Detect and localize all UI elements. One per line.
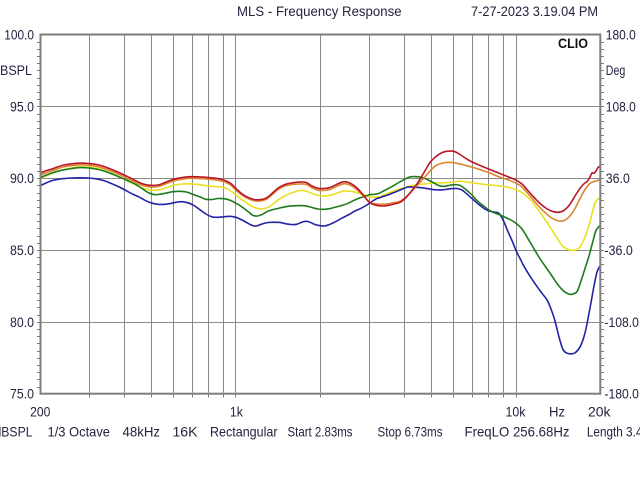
svg-text:MLS - Frequency Response: MLS - Frequency Response [237, 3, 402, 19]
svg-text:180.0: 180.0 [606, 27, 636, 43]
svg-text:CLIO: CLIO [558, 35, 588, 51]
svg-text:10k: 10k [506, 404, 527, 420]
svg-text:90.0: 90.0 [10, 170, 34, 186]
svg-text:100.0: 100.0 [4, 27, 34, 43]
svg-text:200: 200 [30, 404, 50, 420]
svg-text:95.0: 95.0 [10, 98, 34, 114]
svg-text:FreqLO 256.68Hz: FreqLO 256.68Hz [465, 424, 570, 440]
svg-text:80.0: 80.0 [10, 314, 34, 330]
svg-text:-108.0: -108.0 [604, 314, 639, 330]
svg-text:Length 3.41: Length 3.41 [587, 424, 640, 440]
svg-text:48kHz: 48kHz [123, 424, 161, 440]
svg-text:Stop 6.73ms: Stop 6.73ms [378, 424, 443, 440]
svg-text:36.0: 36.0 [606, 170, 630, 186]
svg-text:dBSPL: dBSPL [0, 62, 32, 78]
svg-text:20k: 20k [588, 404, 611, 420]
svg-text:Deg: Deg [606, 62, 626, 78]
svg-text:Rectangular: Rectangular [210, 424, 278, 440]
svg-text:-180.0: -180.0 [604, 386, 639, 402]
svg-text:108.0: 108.0 [606, 98, 636, 114]
svg-text:1/3 Octave: 1/3 Octave [48, 424, 111, 440]
svg-text:dBSPL: dBSPL [0, 424, 33, 440]
svg-text:85.0: 85.0 [10, 242, 34, 258]
svg-text:16K: 16K [173, 424, 199, 440]
svg-text:1k: 1k [230, 404, 244, 420]
svg-text:Hz: Hz [549, 404, 565, 420]
svg-text:75.0: 75.0 [10, 386, 34, 402]
svg-text:7-27-2023 3.19.04 PM: 7-27-2023 3.19.04 PM [471, 3, 598, 19]
svg-text:-36.0: -36.0 [604, 242, 633, 258]
svg-text:Start 2.83ms: Start 2.83ms [288, 424, 353, 440]
